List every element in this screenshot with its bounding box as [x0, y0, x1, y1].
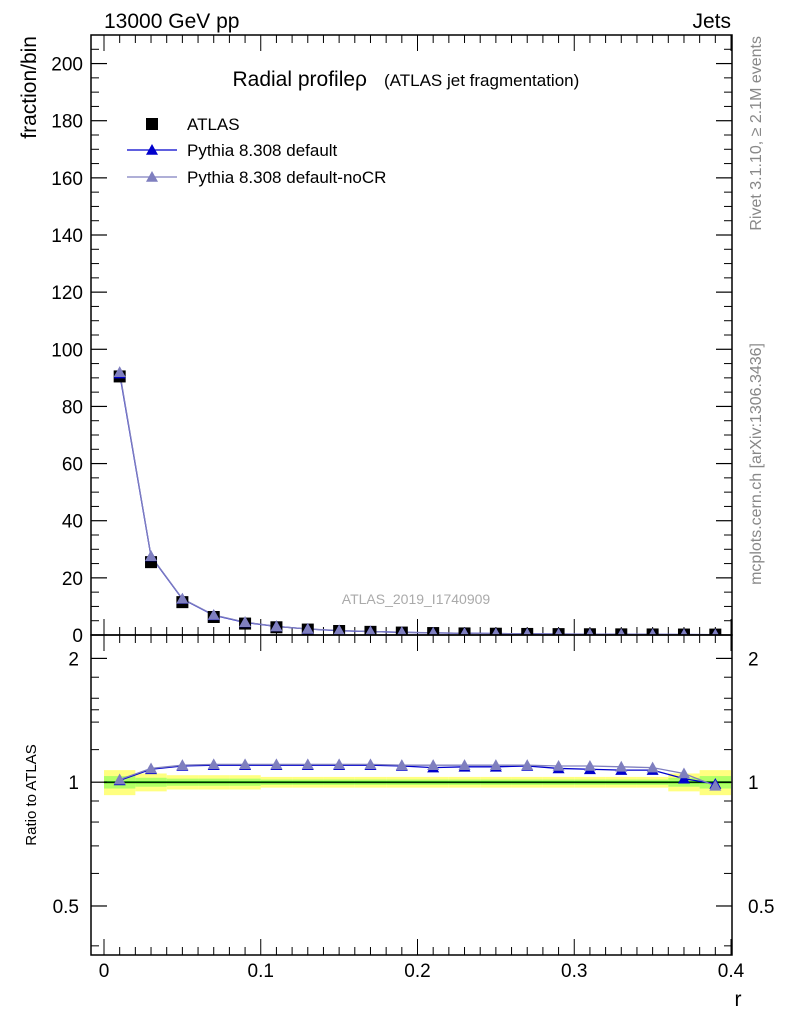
main-data-point [711, 628, 719, 635]
plot-title: Radial profileρ [232, 68, 367, 91]
ratio-data-point [113, 773, 126, 785]
main-y-tick-label: 60 [62, 455, 83, 476]
main-y-axis-label: fraction/bin [18, 36, 41, 139]
main-y-tick-label: 20 [62, 569, 83, 590]
main-data-point [113, 366, 126, 377]
main-y-tick-label: 160 [51, 169, 83, 190]
x-tick-label: 0.3 [561, 961, 587, 982]
ratio-series-line [119, 763, 716, 787]
main-data-point [523, 627, 532, 635]
main-data-point [491, 627, 501, 635]
legend-marker [146, 171, 158, 182]
ratio-data-point [239, 758, 252, 770]
legend-label: Pythia 8.308 default [187, 141, 338, 160]
ratio-data-point [176, 759, 189, 770]
legend-marker [146, 144, 158, 155]
plot-subtitle: (ATLAS jet fragmentation) [384, 71, 579, 90]
ratio-data-point [552, 759, 565, 771]
x-tick-label: 0.1 [248, 961, 274, 982]
ratio-data-point [709, 779, 722, 791]
ratio-data-point [333, 758, 346, 770]
main-data-point [365, 625, 376, 635]
main-data-point [428, 626, 438, 635]
main-y-tick-label: 0 [72, 626, 83, 647]
ratio-data-point [395, 759, 408, 770]
main-data-point [145, 550, 158, 561]
main-data-point [648, 628, 657, 635]
ratio-data-point [145, 762, 158, 774]
main-data-point [586, 628, 594, 635]
header-left: 13000 GeV pp [104, 10, 239, 33]
main-plot-panel: 0 20 40 60 80 100 120 140 160 180 200 fraction/bin… [18, 34, 733, 647]
x-tick-label: 0 [99, 961, 110, 982]
ratio-plot-panel: 0.5 0.5 1 1 2 2 0 0.1 0.2 0.3 0.4 Ratio to ATLAS r [23, 634, 774, 1011]
analysis-watermark: ATLAS_2019_I1740909 [342, 591, 491, 607]
ratio-y-tick-label-right: 0.5 [748, 897, 774, 918]
ratio-axis-ticks: 0.5 0.5 1 1 2 2 0 0.1 0.2 0.3 0.4 [53, 635, 774, 982]
ratio-data-series [113, 758, 722, 791]
main-y-tick-label: 180 [51, 112, 83, 133]
ratio-y-tick-label: 2 [68, 649, 79, 670]
main-data-point [617, 628, 626, 635]
main-y-tick-label: 80 [62, 397, 83, 418]
ratio-y-tick-label: 0.5 [53, 897, 79, 918]
header-right: Jets [692, 10, 731, 33]
ratio-y-tick-label-right: 2 [748, 649, 759, 670]
ratio-uncertainty-bands [104, 770, 731, 796]
main-data-point [176, 592, 189, 604]
main-y-tick-label: 140 [51, 226, 83, 247]
ratio-y-tick-label: 1 [68, 773, 79, 794]
ratio-data-point [583, 759, 596, 771]
legend: ATLAS Pythia 8.308 default Pythia 8.308 de… [127, 115, 386, 187]
x-tick-label: 0.2 [404, 961, 430, 982]
ratio-data-point [427, 759, 440, 770]
legend-label: Pythia 8.308 default-noCR [187, 168, 386, 187]
ratio-y-axis-label: Ratio to ATLAS [23, 744, 40, 845]
main-data-point [554, 628, 563, 635]
ratio-data-point [458, 759, 471, 770]
main-data-point [301, 623, 314, 634]
ratio-data-point [646, 761, 659, 773]
x-tick-label: 0.4 [718, 961, 745, 982]
ratio-data-point [615, 760, 628, 772]
ratio-plot-frame [90, 634, 733, 956]
main-data-point [396, 626, 407, 635]
main-y-tick-label: 40 [62, 512, 83, 533]
ratio-data-point [677, 767, 690, 779]
main-data-point [207, 609, 220, 620]
ratio-data-point [489, 759, 502, 770]
main-data-point [333, 624, 345, 635]
ratio-series-line [119, 764, 716, 785]
ratio-data-point [521, 759, 534, 770]
main-data-point [239, 616, 252, 627]
ratio-data-point [270, 758, 283, 770]
mcplots-reference-text: mcplots.cern.ch [arXiv:1306.3436] [748, 343, 765, 585]
main-data-point [460, 627, 469, 635]
main-y-tick-label: 100 [51, 340, 83, 361]
main-y-tick-label: 200 [51, 55, 83, 76]
main-y-tick-label: 120 [51, 283, 83, 304]
legend-label: ATLAS [187, 115, 240, 134]
rivet-version-text: Rivet 3.1.10, ≥ 2.1M events [748, 36, 765, 231]
ratio-data-point [364, 758, 377, 770]
ratio-data-point [207, 758, 220, 770]
legend-marker [146, 118, 158, 130]
main-data-point [270, 620, 283, 632]
ratio-y-tick-label-right: 1 [748, 773, 759, 794]
x-axis-label: r [735, 988, 742, 1011]
ratio-data-point [301, 758, 314, 770]
main-data-point [680, 628, 688, 635]
